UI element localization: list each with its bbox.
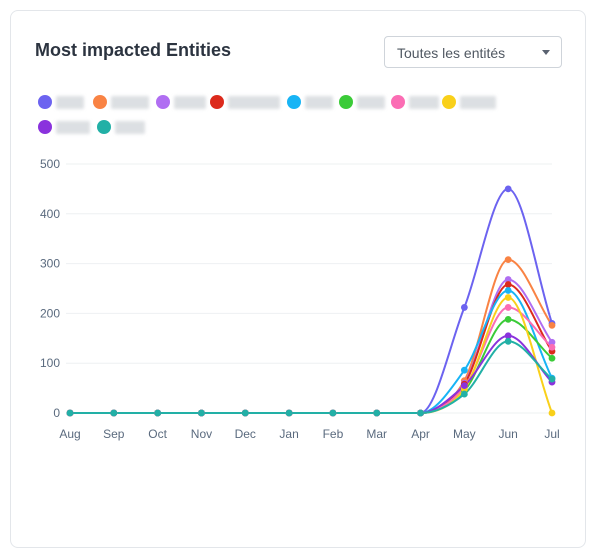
most-impacted-entities-card: Most impacted Entities Toutes les entité… [10, 10, 586, 548]
legend-label-redacted [357, 96, 385, 109]
legend-label-redacted [56, 121, 90, 134]
legend-swatch [442, 95, 456, 109]
legend-label-redacted [409, 96, 439, 109]
legend-swatch [156, 95, 170, 109]
legend-swatch [339, 95, 353, 109]
legend-swatch [97, 120, 111, 134]
legend-item-4[interactable] [210, 94, 280, 110]
legend-item-1[interactable] [38, 94, 84, 110]
legend-swatch [38, 120, 52, 134]
legend-swatch [210, 95, 224, 109]
legend-swatch [93, 95, 107, 109]
legend-label-redacted [228, 96, 280, 109]
legend-label-redacted [111, 96, 149, 109]
legend-item-5[interactable] [287, 94, 333, 110]
entity-filter-selected-value: Toutes les entités [397, 45, 506, 61]
legend-item-9[interactable] [38, 119, 90, 135]
legend-label-redacted [174, 96, 206, 109]
legend-label-redacted [115, 121, 145, 134]
legend-item-10[interactable] [97, 119, 145, 135]
legend-swatch [391, 95, 405, 109]
legend-item-8[interactable] [442, 94, 496, 110]
legend-item-2[interactable] [93, 94, 149, 110]
legend-item-7[interactable] [391, 94, 439, 110]
legend-swatch [38, 95, 52, 109]
legend-swatch [287, 95, 301, 109]
caret-down-icon [542, 50, 550, 55]
entity-filter-select[interactable]: Toutes les entités [384, 36, 562, 68]
legend-label-redacted [460, 96, 496, 109]
legend-label-redacted [305, 96, 333, 109]
legend-item-3[interactable] [156, 94, 206, 110]
legend-label-redacted [56, 96, 84, 109]
card-title: Most impacted Entities [35, 40, 232, 60]
legend-item-6[interactable] [339, 94, 385, 110]
